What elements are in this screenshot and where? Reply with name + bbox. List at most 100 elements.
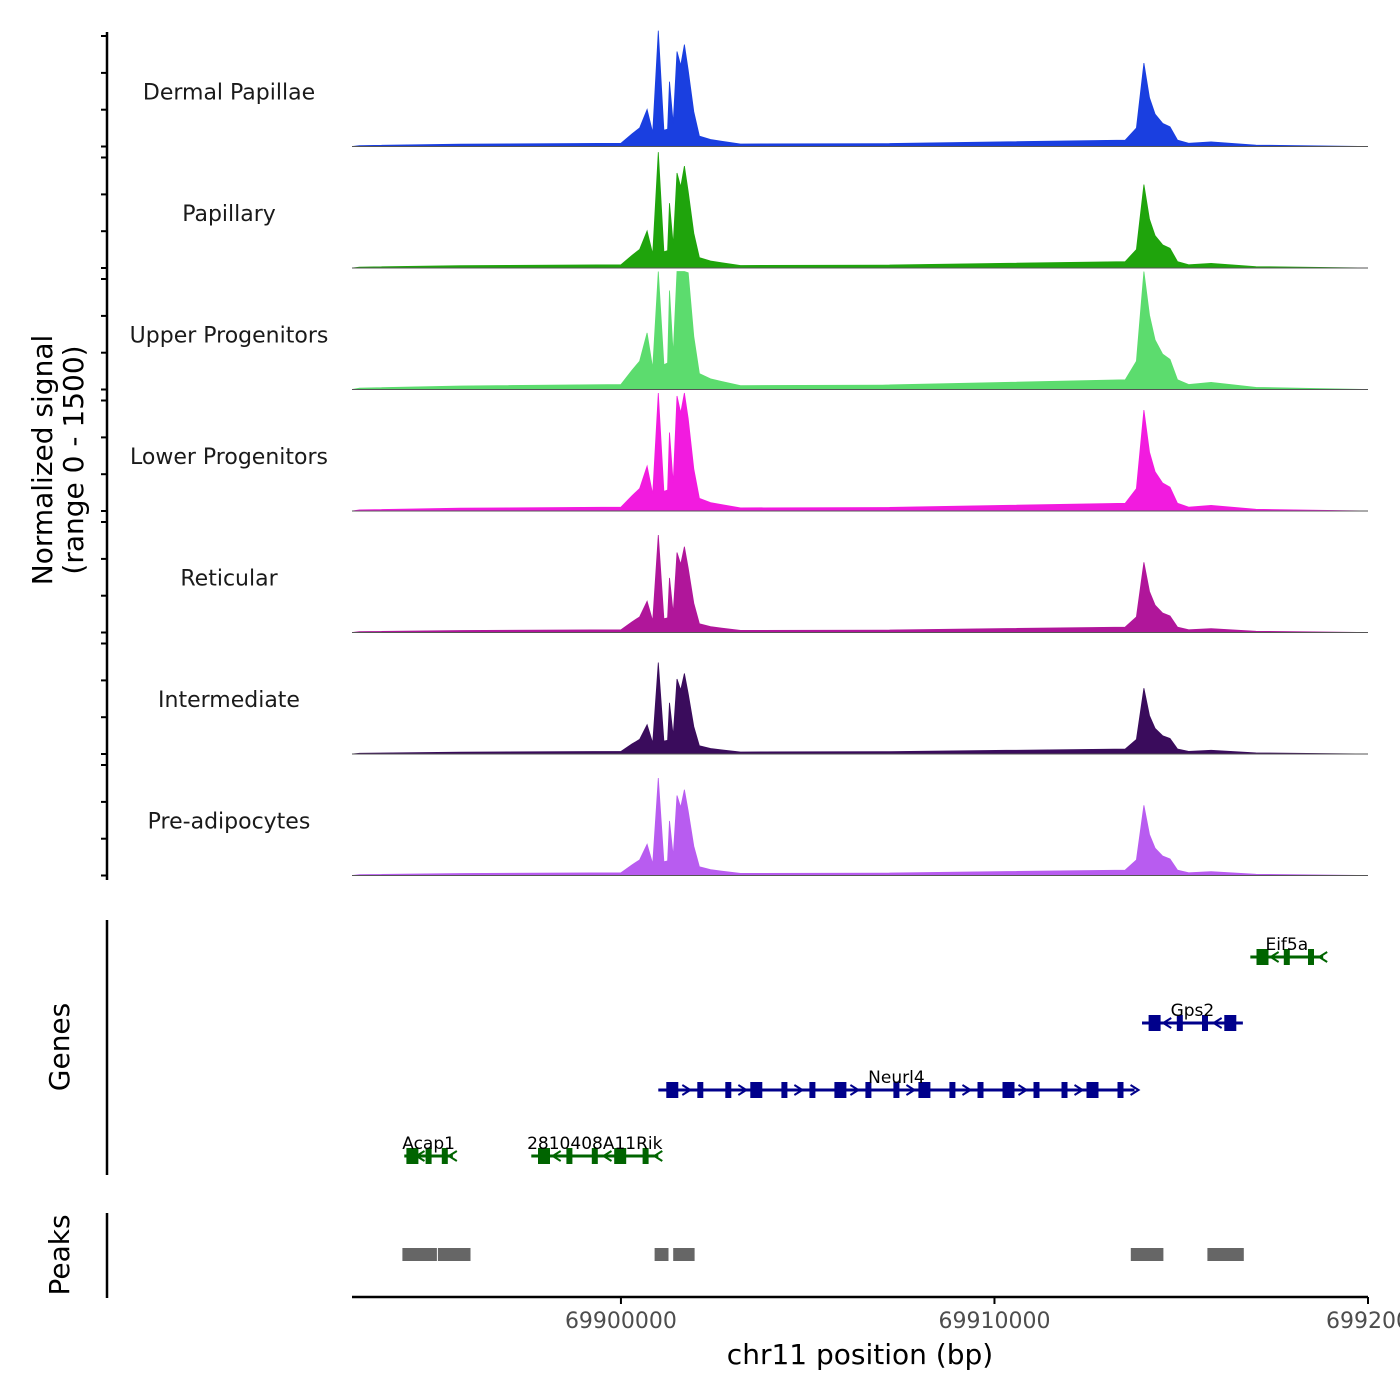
exon: [1202, 1015, 1208, 1031]
gene-models: Eif5a Gps2 Neurl4 Acap1 2810408A11Rik: [402, 935, 1328, 1164]
signal-area: [351, 30, 1369, 147]
strand-arrow: [550, 1150, 562, 1162]
strand-arrow: [793, 1084, 805, 1096]
coverage-track: Upper Progenitors: [130, 271, 1369, 390]
strand-arrow: [1211, 1017, 1223, 1029]
gene-label: 2810408A11Rik: [527, 1134, 663, 1154]
exon: [1033, 1082, 1040, 1098]
strand-arrow: [1161, 1017, 1172, 1029]
strand-arrow: [1317, 951, 1328, 963]
exon: [781, 1082, 788, 1098]
signal-area: [351, 392, 1369, 512]
exon: [1224, 1015, 1237, 1031]
exon: [1061, 1082, 1068, 1098]
exon: [1002, 1082, 1015, 1098]
peak-region: [1130, 1248, 1164, 1261]
coverage-tracks: Dermal Papillae Papillary Upper Progenitor…: [130, 30, 1369, 876]
x-axis: 69900000 69910000 699200 chr11 position (b…: [352, 1295, 1400, 1371]
exon: [750, 1082, 763, 1098]
coverage-track: Papillary: [182, 152, 1369, 269]
strand-arrow: [652, 1150, 663, 1162]
gene-model: 2810408A11Rik: [527, 1134, 663, 1164]
track-label: Dermal Papillae: [143, 81, 315, 106]
exon: [1256, 949, 1269, 965]
exon: [893, 1082, 900, 1098]
coverage-track: Dermal Papillae: [143, 30, 1369, 147]
exon: [614, 1148, 627, 1164]
coverage-track: Lower Progenitors: [130, 392, 1369, 512]
strand-arrow: [737, 1084, 749, 1096]
exon: [977, 1082, 984, 1098]
coverage-y-ticks: [101, 35, 107, 877]
signal-area: [351, 534, 1369, 633]
signal-area: [351, 662, 1369, 755]
strand-arrow: [849, 1084, 861, 1096]
exon: [642, 1148, 649, 1164]
strand-arrow: [905, 1084, 917, 1096]
signal-area: [351, 777, 1369, 876]
strand-arrow: [681, 1084, 693, 1096]
strand-arrow: [1017, 1084, 1029, 1096]
genes-panel: Genes Eif5a Gps2 Neurl4 Acap1 2810408A11Rik: [43, 920, 1328, 1175]
exon: [1176, 1015, 1183, 1031]
x-tick-label: 69900000: [565, 1309, 677, 1334]
peak-region: [437, 1248, 471, 1261]
genes-panel-label: Genes: [43, 1003, 76, 1091]
x-tick-label: 69910000: [938, 1309, 1050, 1334]
strand-arrow: [446, 1150, 458, 1162]
exon: [406, 1148, 419, 1164]
peak-region: [1207, 1248, 1244, 1261]
gene-label: Gps2: [1171, 1001, 1215, 1021]
exon: [809, 1082, 816, 1098]
gene-label: Eif5a: [1265, 935, 1308, 955]
peak-region: [402, 1248, 437, 1261]
strand-arrow: [414, 1150, 426, 1162]
track-label: Pre-adipocytes: [148, 810, 311, 835]
exon: [441, 1148, 448, 1164]
signal-area: [351, 271, 1369, 390]
exon: [425, 1148, 432, 1164]
track-label: Intermediate: [158, 688, 300, 713]
y-axis-title-line-1: Normalized signal: [26, 335, 59, 586]
exon: [666, 1082, 679, 1098]
coverage-track: Intermediate: [158, 662, 1369, 755]
strand-arrow: [1130, 1084, 1141, 1096]
exon: [1283, 949, 1290, 965]
exon: [1086, 1082, 1099, 1098]
exon: [1308, 949, 1314, 965]
peaks-panel-label: Peaks: [43, 1214, 76, 1295]
y-axis-title-line-2: (range 0 - 1500): [57, 345, 90, 574]
exon: [949, 1082, 956, 1098]
gene-label: Acap1: [402, 1134, 455, 1154]
track-label: Papillary: [182, 202, 276, 227]
strand-arrow: [1073, 1084, 1085, 1096]
peak-regions: [402, 1248, 1244, 1261]
exon: [1117, 1082, 1124, 1098]
peak-region: [673, 1248, 695, 1261]
gene-model: Acap1: [402, 1134, 458, 1164]
coverage-panel: Normalized signal (range 0 - 1500) Derma…: [26, 30, 1369, 880]
gene-model: Eif5a: [1250, 935, 1328, 965]
track-label: Reticular: [180, 567, 278, 592]
exon: [566, 1148, 573, 1164]
exon: [834, 1082, 847, 1098]
signal-area: [351, 152, 1369, 269]
strand-arrow: [601, 1150, 613, 1162]
gene-model: Neurl4: [658, 1068, 1141, 1098]
x-axis-ticks: 69900000 69910000 699200: [565, 1297, 1400, 1334]
exon: [538, 1148, 550, 1164]
exon: [725, 1082, 732, 1098]
exon: [918, 1082, 931, 1098]
exon: [697, 1082, 704, 1098]
exon: [1148, 1015, 1161, 1031]
track-label: Lower Progenitors: [130, 445, 328, 470]
x-axis-title: chr11 position (bp): [727, 1338, 993, 1371]
strand-arrow: [961, 1084, 973, 1096]
peak-region: [654, 1248, 669, 1261]
coverage-track: Reticular: [180, 534, 1369, 633]
exon: [591, 1148, 598, 1164]
track-label: Upper Progenitors: [130, 324, 329, 349]
x-tick-label: 699200: [1326, 1309, 1400, 1334]
peaks-panel: Peaks: [43, 1213, 1244, 1298]
